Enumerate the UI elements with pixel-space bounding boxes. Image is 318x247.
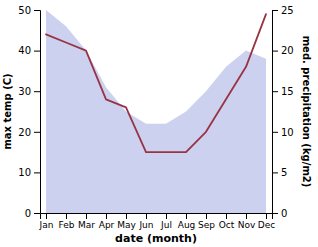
x-axis-tick-mark (186, 213, 187, 219)
x-axis-tick-mark (206, 213, 207, 219)
y2-axis-tick: 25 (272, 5, 294, 16)
marks (46, 10, 266, 213)
y2-axis-tick-label: 15 (281, 86, 294, 97)
y-axis-tick: 20 (18, 127, 40, 138)
x-axis-tick-mark (146, 213, 147, 219)
x-axis-tick-mark (86, 213, 87, 219)
x-axis-tick-mark (246, 213, 247, 219)
line (46, 14, 266, 152)
y-axis-tick: 30 (18, 86, 40, 97)
y-axis-tick-label: 20 (18, 127, 31, 138)
x-axis-tick: Oct (219, 213, 235, 230)
y2-axis-tick-label: 25 (281, 5, 294, 16)
x-axis-tick-label: May (117, 220, 136, 230)
x-axis-tick-mark (46, 213, 47, 219)
y-axis-tick-label: 50 (18, 5, 31, 16)
chart-svg: Jan FebMar AprMayJun Jul AugSep OctNovDec 0 10 2… (0, 0, 318, 247)
y2-axis-tick-label: 0 (281, 208, 287, 219)
x-axis-tick-mark (226, 213, 227, 219)
x-axis-tick-label: Jan (39, 220, 54, 230)
y2-axis-tick-label: 10 (281, 127, 294, 138)
x-axis-tick: Apr (99, 213, 115, 230)
x-axis-tick: Jul (160, 213, 172, 230)
x-axis-tick: Aug (178, 213, 196, 230)
y2-axis-tick: 0 (272, 208, 287, 219)
x-axis-tick: Jan (39, 213, 54, 230)
y2-axis-tick-label: 5 (281, 167, 287, 178)
x-axis-tick-label: Dec (258, 220, 275, 230)
y-axis-tick-mark (34, 172, 40, 173)
y-axis-tick-mark (34, 213, 40, 214)
y2-axis-tick-mark (272, 132, 278, 133)
x-axis-tick: Mar (78, 213, 95, 230)
y-axis-tick-mark (34, 132, 40, 133)
x-axis-tick-label: Sep (198, 220, 215, 230)
y2-axis-tick-mark (272, 10, 278, 11)
x-axis-tick: Jun (138, 213, 153, 230)
y-axis: 0 10 20 30 40 50 (18, 5, 40, 219)
y-axis-tick: 50 (18, 5, 40, 16)
y-axis-tick-mark (34, 51, 40, 52)
x-axis-tick-mark (66, 213, 67, 219)
chart-container: Jan FebMar AprMayJun Jul AugSep OctNovDec 0 10 2… (0, 0, 318, 247)
x-axis-tick-mark (126, 213, 127, 219)
x-axis-tick-mark (266, 213, 267, 219)
area (46, 10, 266, 213)
y2-axis-tick-mark (272, 51, 278, 52)
y2-axis-tick-mark (272, 172, 278, 173)
y2-axis-tick: 20 (272, 45, 294, 56)
y-axis-tick-label: 40 (18, 45, 31, 56)
x-axis-tick: Nov (238, 213, 256, 230)
x-axis: Jan FebMar AprMayJun Jul AugSep OctNovDec (39, 213, 276, 230)
y-axis-tick-label: 30 (18, 86, 31, 97)
y2-axis-tick-mark (272, 213, 278, 214)
x-axis-tick-label: Jul (160, 220, 172, 230)
x-axis-tick: Dec (258, 213, 275, 230)
x-axis-tick-mark (106, 213, 107, 219)
plot: Jan FebMar AprMayJun Jul AugSep OctNovDec 0 10 2… (18, 5, 293, 231)
x-axis-tick-label: Apr (99, 220, 115, 230)
x-axis-title: date (month) (115, 232, 197, 245)
y2-axis: 0 5 10 15 20 25 (272, 5, 294, 219)
y2-axis-tick: 15 (272, 86, 294, 97)
y-axis-line (34, 11, 41, 214)
x-axis-tick-mark (166, 213, 167, 219)
y2-axis-title: med. precipitation (kg/m2) (301, 36, 312, 188)
x-axis-tick-label: Oct (219, 220, 235, 230)
x-axis-tick-label: Feb (59, 220, 75, 230)
y2-axis-tick-mark (272, 91, 278, 92)
y-axis-tick: 0 (25, 208, 40, 219)
y2-axis-tick: 10 (272, 127, 294, 138)
y2-axis-line (273, 11, 279, 214)
x-axis-tick: Feb (59, 213, 75, 230)
x-axis-tick-label: Jun (138, 220, 153, 230)
x-axis-line (41, 214, 273, 220)
y2-axis-tick-label: 20 (281, 45, 294, 56)
x-axis-tick: May (117, 213, 136, 230)
y-axis-tick-mark (34, 91, 40, 92)
y-axis-tick: 10 (18, 167, 40, 178)
y-axis-title: max temp (C) (2, 73, 13, 149)
x-axis-tick-label: Aug (178, 220, 196, 230)
y-axis-tick-mark (34, 10, 40, 11)
x-axis-tick-label: Nov (238, 220, 256, 230)
y-axis-tick: 40 (18, 45, 40, 56)
x-axis-tick-label: Mar (78, 220, 95, 230)
y2-axis-tick: 5 (272, 167, 287, 178)
y-axis-tick-label: 10 (18, 167, 31, 178)
x-axis-tick: Sep (198, 213, 215, 230)
y-axis-tick-label: 0 (25, 208, 31, 219)
